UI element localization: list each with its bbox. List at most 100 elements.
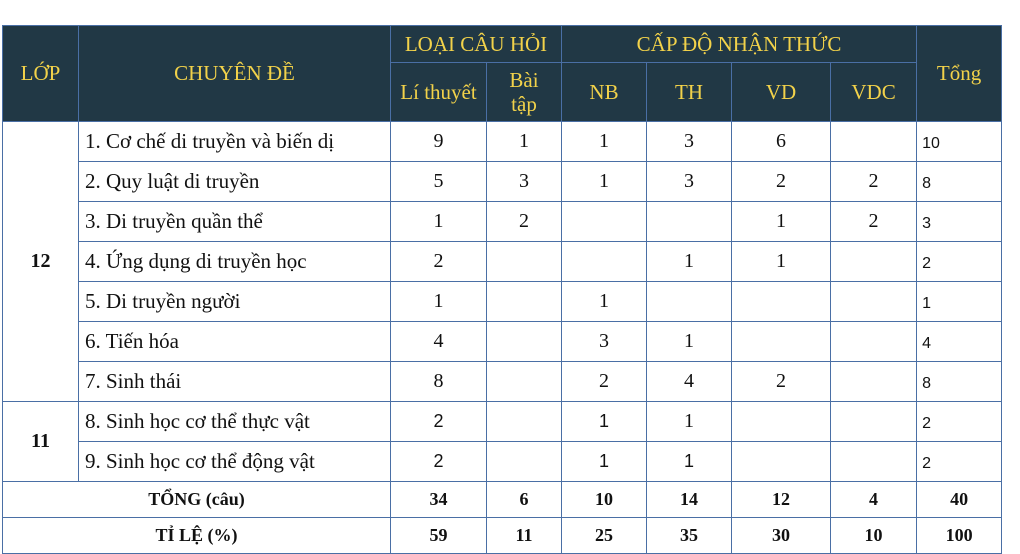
li-thuyet-cell: 59 — [390, 517, 487, 554]
th-cell: 3 — [646, 161, 733, 202]
vd-cell: 2 — [731, 361, 832, 402]
bai-tap-cell: 6 — [485, 481, 563, 518]
vdc-cell — [830, 361, 918, 402]
li-thuyet-cell: 1 — [390, 201, 487, 242]
grade-cell: 11 — [2, 401, 79, 482]
vd-cell — [731, 441, 832, 482]
header-bai-tap-line2: tập — [511, 92, 537, 116]
nb-cell: 1 — [561, 441, 648, 482]
vd-cell: 2 — [731, 161, 832, 202]
header-bai-tap: Bài tập — [485, 62, 563, 122]
th-cell: 35 — [646, 517, 733, 554]
tong-cell: 100 — [916, 517, 1003, 554]
vdc-cell — [830, 121, 918, 162]
header-vdc: VDC — [830, 62, 918, 122]
header-bai-tap-line1: Bài — [509, 68, 539, 92]
th-cell — [646, 201, 733, 242]
header-lop: LỚP — [2, 25, 79, 122]
vdc-cell — [830, 281, 918, 322]
li-thuyet-cell: 9 — [390, 121, 487, 162]
th-cell: 3 — [646, 121, 733, 162]
nb-cell: 1 — [561, 161, 648, 202]
nb-cell: 1 — [561, 121, 648, 162]
vdc-cell: 4 — [830, 481, 918, 518]
th-cell — [646, 281, 733, 322]
tong-cell: 10 — [916, 121, 1003, 162]
li-thuyet-cell: 4 — [390, 321, 487, 362]
summary-label: TỔNG (câu) — [2, 481, 391, 518]
th-cell: 1 — [646, 441, 733, 482]
th-cell: 4 — [646, 361, 733, 402]
tong-cell: 1 — [916, 281, 1003, 322]
table-row: 12 1. Cơ chế di truyền và biến dị 9 1 1 … — [2, 121, 1003, 402]
vdc-cell: 2 — [830, 201, 918, 242]
topic-cell: 9. Sinh học cơ thể động vật — [78, 441, 391, 482]
vd-cell: 1 — [731, 201, 832, 242]
vd-cell — [731, 281, 832, 322]
li-thuyet-cell: 1 — [390, 281, 487, 322]
table-row: 11 8. Sinh học cơ thể thực vật 2 1 1 2 — [2, 401, 1003, 482]
bai-tap-cell: 1 — [485, 121, 563, 162]
nb-cell — [561, 201, 648, 242]
bai-tap-cell: 3 — [485, 161, 563, 202]
nb-cell: 2 — [561, 361, 648, 402]
header-tong: Tổng — [916, 25, 1003, 122]
table-row: 2. Quy luật di truyền 5 3 1 3 2 2 8 — [3, 161, 1003, 202]
nb-cell — [561, 241, 648, 282]
bai-tap-cell — [485, 401, 563, 442]
summary-label: TỈ LỆ (%) — [2, 517, 391, 554]
nb-cell: 3 — [561, 321, 648, 362]
topic-cell: 4. Ứng dụng di truyền học — [78, 241, 391, 282]
vd-cell: 1 — [731, 241, 832, 282]
bai-tap-cell — [485, 321, 563, 362]
bai-tap-cell: 11 — [485, 517, 563, 554]
header-loai-cau-hoi: LOẠI CÂU HỎI — [389, 25, 563, 63]
vd-cell: 12 — [731, 481, 832, 518]
th-cell: 1 — [646, 321, 733, 362]
tong-cell: 8 — [916, 161, 1003, 202]
li-thuyet-cell: 34 — [390, 481, 487, 518]
header-nb: NB — [561, 62, 648, 122]
table-row: 6. Tiến hóa 4 3 1 4 — [3, 321, 1003, 362]
vdc-cell: 10 — [830, 517, 918, 554]
vd-cell: 6 — [731, 121, 832, 162]
tong-cell: 2 — [916, 441, 1003, 482]
table-row: 9. Sinh học cơ thể động vật 2 1 1 2 — [3, 441, 1003, 482]
tong-cell: 3 — [916, 201, 1003, 242]
table-row: 7. Sinh thái 8 2 4 2 8 — [3, 361, 1003, 402]
nb-cell: 25 — [561, 517, 648, 554]
li-thuyet-cell: 8 — [390, 361, 487, 402]
header-vd: VD — [731, 62, 832, 122]
vd-cell — [731, 321, 832, 362]
header-th: TH — [646, 62, 733, 122]
nb-cell: 1 — [561, 401, 648, 442]
bai-tap-cell — [485, 281, 563, 322]
vdc-cell — [830, 241, 918, 282]
table-row: 3. Di truyền quần thể 1 2 1 2 3 — [3, 201, 1003, 242]
nb-cell: 10 — [561, 481, 648, 518]
topic-cell: 5. Di truyền người — [78, 281, 391, 322]
bai-tap-cell: 2 — [485, 201, 563, 242]
li-thuyet-cell: 5 — [390, 161, 487, 202]
vdc-cell — [830, 321, 918, 362]
th-cell: 14 — [646, 481, 733, 518]
vdc-cell: 2 — [830, 161, 918, 202]
header-cap-do-nhan-thuc: CẤP ĐỘ NHẬN THỨC — [561, 25, 918, 63]
bai-tap-cell — [485, 441, 563, 482]
tong-cell: 2 — [916, 401, 1003, 442]
bai-tap-cell — [485, 361, 563, 402]
topic-cell: 7. Sinh thái — [78, 361, 391, 402]
table-row: 4. Ứng dụng di truyền học 2 1 1 2 — [3, 241, 1003, 282]
vdc-cell — [830, 441, 918, 482]
topic-cell: 1. Cơ chế di truyền và biến dị — [78, 121, 391, 162]
vd-cell: 30 — [731, 517, 832, 554]
tong-cell: 2 — [916, 241, 1003, 282]
topic-cell: 3. Di truyền quần thể — [78, 201, 391, 242]
grade-cell: 12 — [2, 121, 79, 402]
vd-cell — [731, 401, 832, 442]
header-li-thuyet: Lí thuyết — [390, 62, 487, 122]
header-chuyen-de: CHUYÊN ĐỀ — [78, 25, 391, 122]
li-thuyet-cell: 2 — [390, 401, 487, 442]
tong-cell: 4 — [916, 321, 1003, 362]
topic-cell: 6. Tiến hóa — [78, 321, 391, 362]
